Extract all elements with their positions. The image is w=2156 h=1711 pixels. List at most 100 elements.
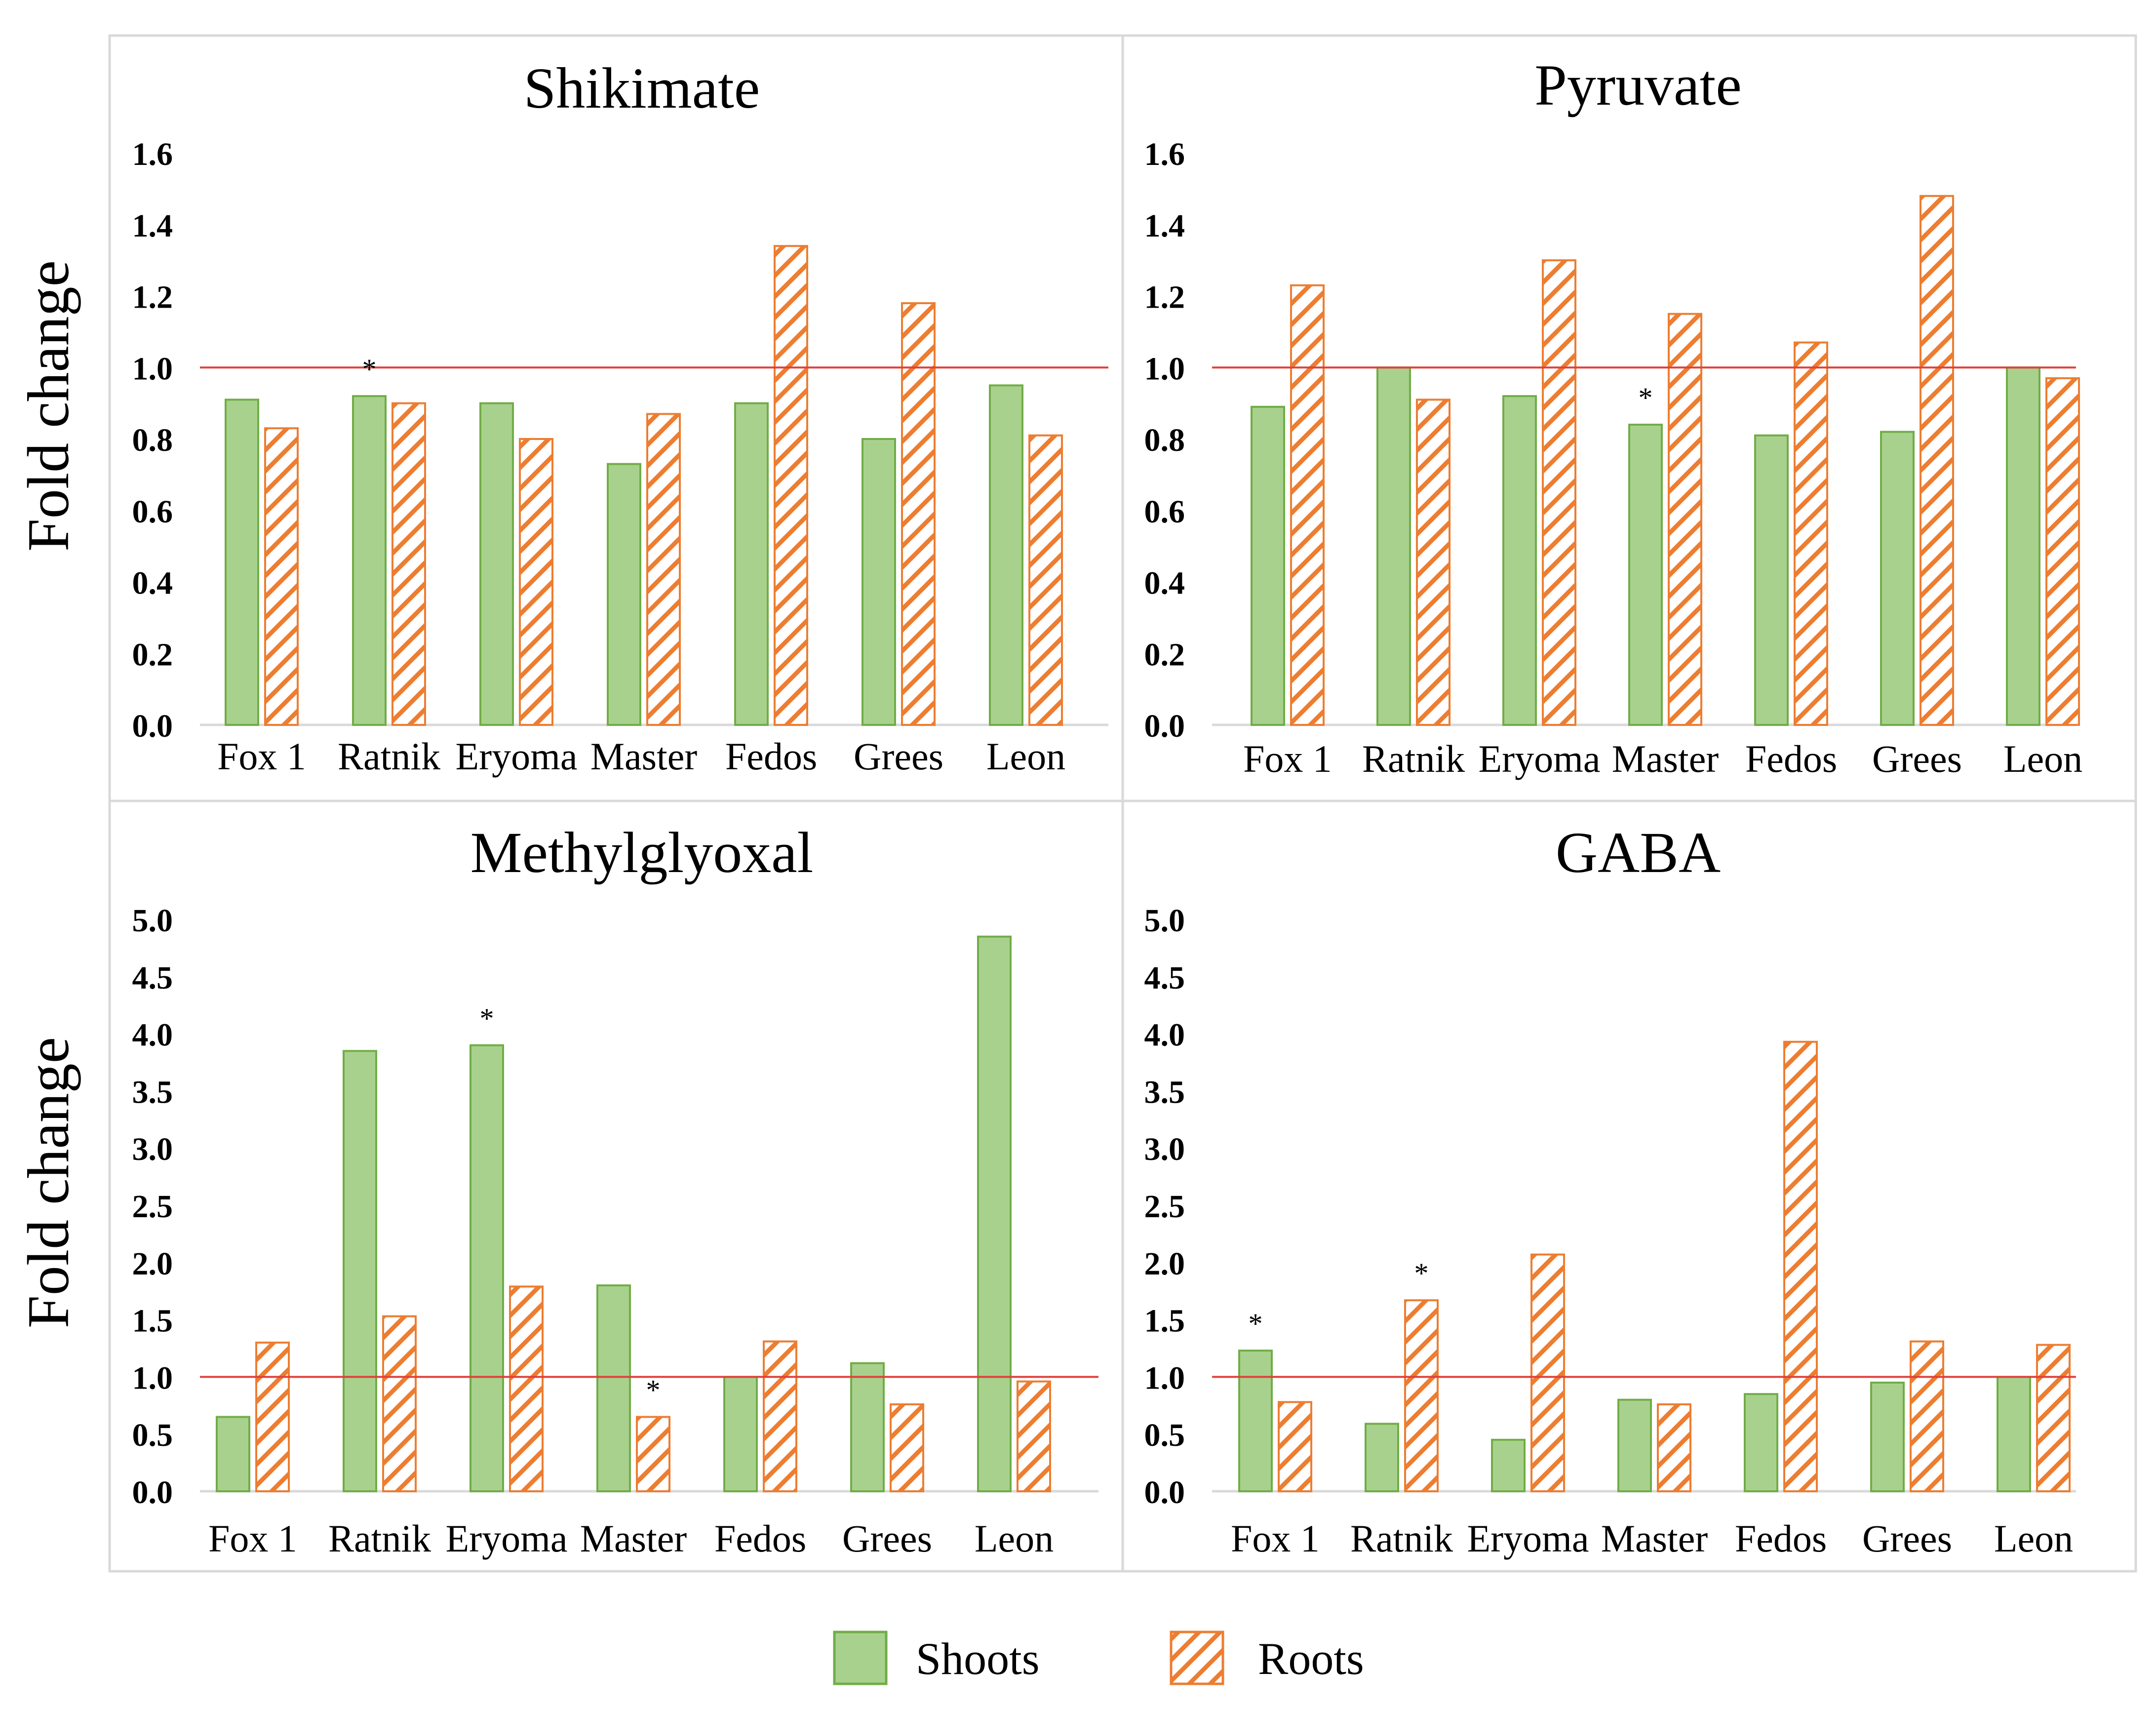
y-tick-label: 1.6 [1144,136,1185,172]
bar-shoots-eryoma [1491,1438,1526,1493]
bar-roots-leon [1028,434,1063,726]
x-tick-label: Ratnik [328,1517,431,1560]
x-tick-label: Master [1601,1517,1708,1560]
bar-roots-master [636,1416,670,1492]
y-tick-label: 0.0 [1144,708,1185,744]
bar-shoots-fox-1 [1251,405,1285,726]
bar-roots-leon [2045,377,2080,726]
bar-roots-ratnik [1404,1299,1439,1493]
bar-roots-grees [901,302,936,726]
y-tick-label: 1.5 [132,1303,173,1339]
significance-marker: * [646,1374,661,1406]
x-tick-label: Eryoma [1467,1517,1589,1560]
y-tick-label: 1.0 [1144,1360,1185,1396]
y-tick-label: 1.0 [1144,351,1185,387]
bar-roots-eryoma [519,438,553,726]
bar-shoots-grees [862,438,896,726]
bar-roots-grees [890,1403,924,1492]
bar-shoots-master [607,463,641,726]
x-tick-label: Grees [854,735,943,778]
y-tick-label: 1.2 [132,279,173,316]
y-tick-label: 1.5 [1144,1303,1185,1339]
chart-title: Pyruvate [1534,53,1741,118]
bar-shoots-ratnik [1376,366,1411,726]
y-tick-label: 4.5 [132,960,173,996]
y-tick-label: 0.2 [132,637,173,673]
x-tick-label: Fox 1 [1243,737,1332,780]
legend: Shoots Roots [833,1631,1364,1685]
x-tick-label: Eryoma [456,735,578,778]
x-tick-label: Grees [1862,1517,1952,1560]
y-tick-label: 5.0 [1144,903,1185,939]
bar-roots-fedos [774,245,808,726]
y-axis-label-bottom: Fold change [15,1037,81,1328]
bar-roots-master [1657,1403,1691,1492]
bar-roots-fox-1 [264,427,299,726]
panel-frame-bottom-right [1121,799,2137,1573]
y-tick-label: 0.6 [1144,494,1185,530]
y-tick-label: 0.0 [1144,1474,1185,1511]
bar-roots-eryoma [1542,259,1576,726]
bar-shoots-leon [2006,366,2040,726]
x-tick-label: Fox 1 [208,1517,297,1560]
y-tick-label: 0.6 [132,494,173,530]
chart-title: GABA [1556,820,1721,885]
y-tick-label: 0.8 [132,422,173,458]
x-tick-label: Fedos [1745,737,1837,780]
y-tick-label: 2.0 [132,1246,173,1282]
y-tick-label: 4.0 [1144,1017,1185,1053]
bar-shoots-fedos [1754,434,1789,726]
chart-title: Shikimate [524,56,760,120]
bar-shoots-leon [989,384,1023,726]
y-tick-label: 3.0 [1144,1131,1185,1167]
y-tick-label: 0.5 [1144,1417,1185,1453]
y-tick-label: 0.5 [132,1417,173,1453]
x-tick-label: Leon [2003,737,2082,780]
bar-roots-leon [1017,1380,1051,1493]
y-tick-label: 1.0 [132,1360,173,1396]
x-tick-label: Ratnik [1362,737,1465,780]
bar-shoots-master [596,1284,631,1493]
y-tick-label: 4.0 [132,1017,173,1053]
bar-shoots-eryoma [470,1044,504,1492]
y-tick-label: 2.5 [132,1189,173,1225]
x-tick-label: Ratnik [1350,1517,1453,1560]
bar-shoots-fedos [734,402,769,726]
y-tick-label: 3.5 [132,1074,173,1110]
y-tick-label: 1.0 [132,351,173,387]
x-tick-label: Leon [986,735,1065,778]
chart-panel-methylglyoxal: Methylglyoxal 0.0 0.5 1.0 1.5 2.0 2.5 3.0 3.5 4.0… [132,820,1098,1560]
bar-shoots-fox-1 [216,1416,250,1492]
legend-label-roots: Roots [1258,1633,1364,1684]
chart-panel-shikimate: Shikimate 0.0 0.2 0.4 0.6 0.8 1.0 1.2 1.4 1.6 Fox … [132,56,1108,778]
y-tick-label: 0.8 [1144,422,1185,458]
bar-roots-ratnik [382,1315,417,1493]
x-tick-label: Eryoma [1479,737,1601,780]
x-tick-label: Fedos [1735,1517,1827,1560]
bar-shoots-eryoma [479,402,514,726]
bar-shoots-fox-1 [1238,1350,1273,1493]
y-tick-label: 3.5 [1144,1074,1185,1110]
x-tick-label: Master [580,1517,687,1560]
y-tick-label: 1.6 [132,136,173,172]
bar-roots-grees [1920,195,1954,726]
significance-marker: * [480,1002,494,1035]
significance-marker: * [362,353,377,385]
bar-roots-fox-1 [1278,1401,1312,1493]
bar-shoots-fedos [1744,1393,1778,1492]
significance-marker: * [1414,1257,1429,1289]
legend-swatch-roots [1170,1631,1224,1685]
bar-shoots-eryoma [1502,395,1537,726]
bar-roots-fedos [1783,1040,1818,1492]
x-tick-label: Grees [842,1517,932,1560]
bar-roots-fox-1 [255,1341,290,1492]
bar-roots-eryoma [1530,1253,1565,1492]
y-tick-label: 2.0 [1144,1246,1185,1282]
y-tick-label: 0.2 [1144,637,1185,673]
y-tick-label: 4.5 [1144,960,1185,996]
x-tick-label: Leon [1994,1517,2073,1560]
bar-shoots-fox-1 [225,398,259,726]
bar-roots-master [1668,313,1702,726]
y-tick-label: 5.0 [132,903,173,939]
